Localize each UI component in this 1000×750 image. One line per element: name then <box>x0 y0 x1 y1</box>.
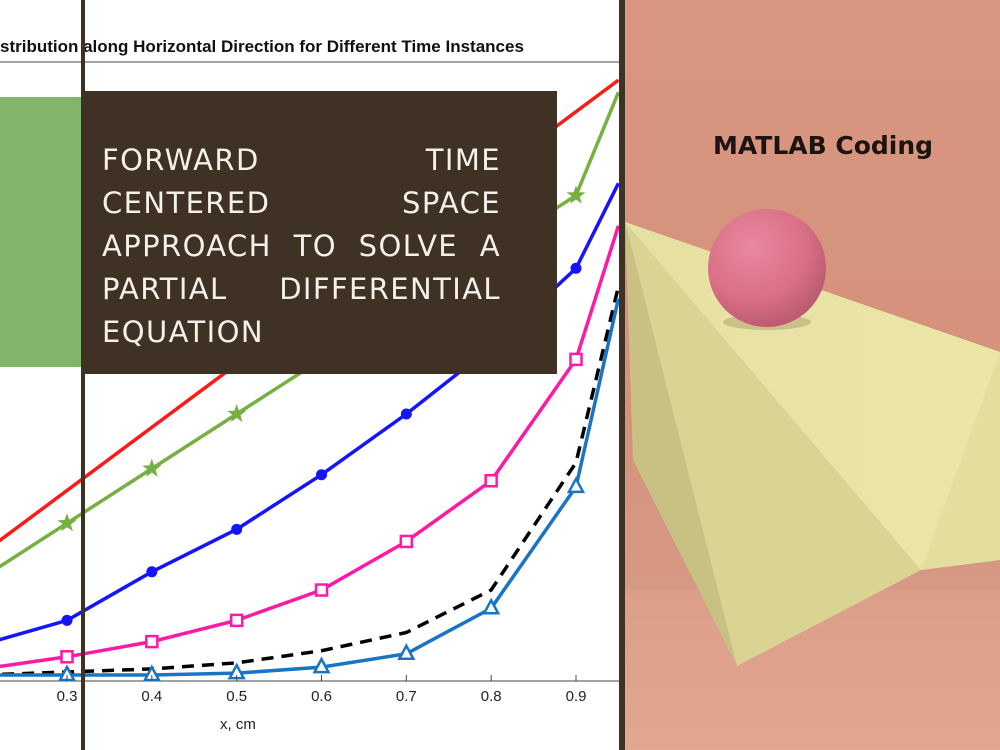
pink-sphere <box>708 209 826 327</box>
right-image-panel: MATLAB Coding <box>625 0 1000 750</box>
x-tick-label: 0.4 <box>141 688 162 705</box>
green-accent-block <box>0 97 82 367</box>
title-box: FORWARD TIME CENTERED SPACE APPROACH TO … <box>83 91 557 374</box>
x-tick-label: 0.3 <box>57 688 78 705</box>
data-point <box>399 534 414 549</box>
series-5 <box>0 298 621 682</box>
data-point <box>397 643 416 661</box>
data-point <box>312 656 331 674</box>
series-4 <box>0 286 621 677</box>
pyramid-top-face <box>625 222 1000 570</box>
data-point <box>229 613 244 628</box>
data-point <box>61 614 73 626</box>
x-tick-label: 0.6 <box>311 688 332 705</box>
data-point <box>482 597 501 615</box>
data-point <box>227 404 247 423</box>
series-line-4 <box>0 286 621 677</box>
x-tick-label: 0.9 <box>566 688 587 705</box>
cover-heading: FORWARD TIME CENTERED SPACE APPROACH TO … <box>102 143 501 349</box>
data-point <box>60 650 74 664</box>
scene-illustration <box>625 209 1000 750</box>
x-tick-layer: 0.3 0.4 0.5 0.6 0.7 0.8 0.9 <box>57 675 587 705</box>
x-axis-label: x, cm <box>220 716 256 733</box>
chart-svg: stribution along Horizontal Direction fo… <box>0 37 621 733</box>
data-point <box>314 583 329 597</box>
data-point <box>231 523 243 535</box>
data-point <box>570 262 582 274</box>
data-point <box>569 352 583 367</box>
chart-title: stribution along Horizontal Direction fo… <box>0 37 524 56</box>
data-point <box>316 469 327 481</box>
data-point <box>566 476 586 494</box>
series-3 <box>0 225 621 669</box>
pyramid-shadow-face <box>625 222 737 666</box>
x-tick-label: 0.8 <box>481 688 502 705</box>
data-point <box>145 634 159 649</box>
data-point <box>57 513 77 532</box>
x-tick-label: 0.5 <box>226 688 247 705</box>
data-point <box>146 566 158 578</box>
right-divider-line <box>619 0 625 750</box>
data-point <box>566 185 586 204</box>
matlab-coding-label: MATLAB Coding <box>713 131 934 160</box>
left-divider-line <box>81 0 85 750</box>
data-point <box>484 474 498 488</box>
x-tick-label: 0.7 <box>396 688 417 705</box>
data-point <box>142 458 162 477</box>
data-point <box>400 408 412 420</box>
